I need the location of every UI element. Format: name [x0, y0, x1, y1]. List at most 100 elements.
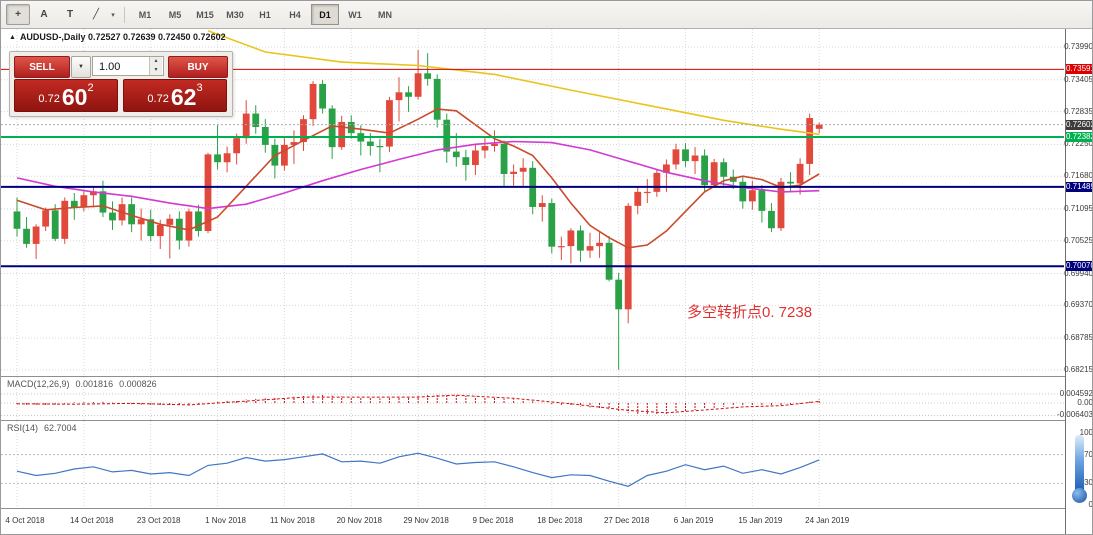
candle-body: [414, 73, 422, 97]
macd-axis-label: 0.004592: [1059, 389, 1093, 399]
trade-options-dropdown[interactable]: ▼: [71, 56, 91, 78]
candle-body: [185, 211, 193, 241]
buy-button[interactable]: BUY: [168, 56, 228, 78]
candle-body: [290, 142, 298, 145]
chart-title: ▲ AUDUSD-,Daily 0.72527 0.72639 0.72450 …: [9, 32, 226, 42]
rsi-panel[interactable]: RSI(14) 62.7004: [1, 421, 1064, 508]
buy-price-big: 62: [170, 84, 197, 110]
candle-body: [319, 83, 326, 109]
candle-body: [309, 83, 317, 120]
hline-price-label: 0.71489: [1066, 181, 1093, 192]
buy-price-prefix: 0.72: [147, 93, 169, 105]
draw-objects-dropdown[interactable]: ▾: [111, 11, 115, 19]
candle-body: [156, 224, 164, 237]
candle-body: [815, 124, 823, 129]
date-axis[interactable]: 4 Oct 2018 14 Oct 2018 23 Oct 2018 1 Nov 20…: [1, 509, 1064, 534]
sell-button[interactable]: SELL: [14, 56, 70, 78]
timeframe-button-m30[interactable]: M30: [226, 9, 244, 20]
candle-body: [729, 176, 737, 182]
volume-input[interactable]: [93, 59, 151, 75]
candle-body: [586, 246, 594, 251]
sell-price-big: 60: [61, 84, 88, 110]
rsi-axis-label: 0: [1088, 500, 1093, 509]
macd-chart[interactable]: [1, 377, 1064, 420]
candle-body: [166, 218, 174, 225]
date-axis-label: 9 Dec 2018: [472, 516, 514, 525]
toolbar-separator: [124, 6, 125, 23]
candle-body: [13, 211, 21, 229]
date-axis-label: 14 Oct 2018: [70, 516, 114, 525]
date-axis-label: 4 Oct 2018: [5, 516, 45, 525]
candle-body: [90, 191, 97, 196]
timeframe-button-mn[interactable]: MN: [378, 9, 392, 20]
rsi-axis-label: 30: [1084, 478, 1093, 488]
candle-body: [128, 204, 135, 225]
draw-objects-button[interactable]: ╱: [84, 4, 108, 25]
timeframe-button-m15[interactable]: M15: [196, 9, 214, 20]
candle-body: [739, 181, 747, 202]
date-axis-label: 18 Dec 2018: [537, 516, 583, 525]
candle-body: [242, 113, 250, 139]
trendline-icon: ╱: [92, 9, 100, 20]
rsi-axis-label: 70: [1084, 449, 1093, 459]
candle-body: [328, 108, 336, 148]
candle-body: [758, 190, 766, 211]
timeframe-button-m1[interactable]: M1: [138, 9, 152, 20]
panel-separator[interactable]: [1, 376, 1092, 377]
text-annotation-button[interactable]: A: [32, 4, 56, 25]
ma-yellow-line: [207, 30, 820, 136]
rsi-line: [16, 452, 820, 487]
volume-spin-down-icon[interactable]: ▾: [149, 66, 162, 75]
date-axis-label: 15 Jan 2019: [738, 516, 783, 525]
rsi-value: 62.7004: [44, 423, 77, 433]
volume-spin-up-icon[interactable]: ▴: [149, 57, 162, 66]
candle-body: [491, 143, 498, 147]
timeframe-button-d1[interactable]: D1: [311, 4, 339, 25]
candle-body: [137, 219, 145, 225]
text-label-button[interactable]: T: [58, 4, 82, 25]
buy-price-sup: 3: [196, 82, 203, 94]
price-axis-label: 0.69940: [1064, 268, 1093, 278]
buy-price-button[interactable]: 0.72 62 3: [123, 79, 227, 112]
candle-body: [624, 205, 632, 310]
candle-body: [252, 113, 260, 127]
timeframe-button-w1[interactable]: W1: [348, 9, 362, 20]
timeframe-button-m5[interactable]: M5: [168, 9, 182, 20]
price-axis[interactable]: 0.73990 0.73405 0.72835 0.72250 0.71680 0.710…: [1057, 29, 1093, 534]
macd-name: MACD(12,26,9): [7, 379, 70, 389]
price-axis-label: 0.73990: [1064, 42, 1093, 51]
candle-body: [70, 200, 78, 208]
timeframe-button-h4[interactable]: H4: [289, 9, 301, 20]
candle-body: [777, 181, 785, 229]
candle-body: [577, 230, 584, 251]
macd-axis-label: 0.00: [1077, 398, 1093, 407]
candle-body: [701, 155, 708, 186]
price-axis-label: 0.72250: [1064, 139, 1093, 149]
macd-panel[interactable]: MACD(12,26,9) 0.001816 0.000826: [1, 377, 1064, 420]
candle-body: [452, 151, 460, 158]
candle-body: [748, 190, 756, 202]
ma-magenta-line: [16, 140, 820, 210]
candle-body: [653, 172, 661, 192]
candle-body: [366, 141, 374, 147]
candle-body: [204, 154, 212, 232]
panel-separator[interactable]: [1, 420, 1092, 421]
crosshair-tool-button[interactable]: +: [6, 4, 30, 25]
candle-body: [796, 163, 804, 184]
sell-price-prefix: 0.72: [38, 93, 60, 105]
price-axis-label: 0.68215: [1064, 365, 1093, 374]
candle-body: [481, 146, 489, 151]
macd-label: MACD(12,26,9) 0.001816 0.000826: [7, 379, 157, 389]
sell-price-button[interactable]: 0.72 60 2: [14, 79, 118, 112]
volume-stepper: ▴ ▾: [92, 56, 164, 76]
candle-body: [634, 191, 642, 206]
rsi-chart[interactable]: [1, 421, 1064, 508]
candle-body: [223, 153, 231, 163]
timeframe-button-h1[interactable]: H1: [259, 9, 271, 20]
candle-body: [806, 118, 814, 164]
candle-body: [548, 203, 556, 247]
candle-body: [99, 191, 107, 213]
macd-value-main: 0.001816: [75, 379, 114, 389]
price-chart-panel[interactable]: ▲ AUDUSD-,Daily 0.72527 0.72639 0.72450 …: [1, 29, 1064, 376]
macd-value-signal: 0.000826: [119, 379, 157, 389]
